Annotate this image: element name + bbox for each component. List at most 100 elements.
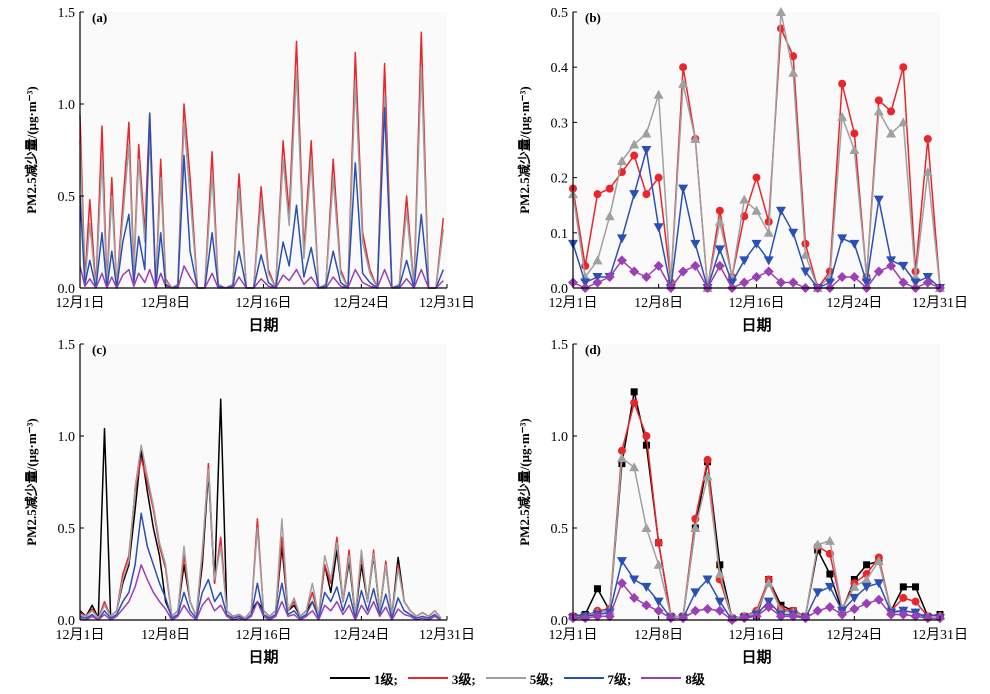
- x-tick-label: 12月16日: [236, 627, 292, 643]
- marker-7级-5: [616, 234, 627, 244]
- marker-5级-6: [629, 139, 640, 149]
- marker-8级-9: [665, 613, 676, 624]
- marker-8级-18: [775, 277, 786, 288]
- marker-3级-6: [630, 151, 639, 160]
- marker-7级-24: [849, 593, 860, 603]
- marker-8级-27: [886, 260, 897, 271]
- marker-5级-5: [616, 453, 627, 463]
- marker-1级-13: [716, 561, 724, 569]
- legend-item-7: 7级;: [563, 669, 632, 688]
- marker-5级-17: [763, 578, 774, 588]
- marker-5级-15: [739, 194, 750, 204]
- marker-7级-25: [861, 278, 872, 288]
- panel-1: 0.0 0.5 1.0 1.5 12月1日 12月8日 12月16日 12月24日 12月31日…: [24, 6, 475, 334]
- marker-3级-7: [642, 190, 651, 199]
- marker-5级-10: [678, 78, 689, 88]
- marker-8级-18: [775, 611, 786, 622]
- marker-5级-22: [824, 535, 835, 545]
- marker-8级-15: [739, 613, 750, 624]
- marker-8级-23: [837, 271, 848, 282]
- marker-8级-4: [604, 611, 615, 622]
- legend-swatch-8: [641, 677, 682, 679]
- marker-7级-10: [678, 184, 689, 194]
- y-tick-label: 0.5: [551, 6, 569, 21]
- marker-5级-26: [873, 556, 884, 566]
- marker-8级-22: [824, 602, 835, 613]
- marker-8级-19: [788, 611, 799, 622]
- marker-7级-17: [763, 256, 774, 266]
- marker-8级-5: [616, 578, 627, 589]
- legend-swatch-7: [563, 677, 604, 679]
- marker-7级-12: [702, 575, 713, 585]
- x-tick-label: 12月24日: [826, 295, 882, 311]
- marker-8级-30: [922, 277, 933, 288]
- marker-8级-24: [849, 603, 860, 614]
- x-tick-label: 12月31日: [912, 295, 968, 311]
- marker-8级-5: [616, 255, 627, 266]
- marker-7级-15: [739, 256, 750, 266]
- marker-3级-30: [923, 134, 932, 143]
- marker-5级-13: [714, 216, 725, 226]
- marker-5级-23: [837, 111, 848, 121]
- y-axis-label: PM2.5减少量/(μg·m⁻³): [24, 86, 39, 214]
- marker-3级-13: [715, 206, 724, 215]
- marker-7级-20: [800, 267, 811, 277]
- marker-3级-6: [630, 398, 639, 407]
- marker-8级-3: [592, 277, 603, 288]
- y-tick-label: 1.0: [58, 430, 76, 445]
- x-tick-label: 12月24日: [333, 627, 389, 643]
- marker-7级-13: [714, 245, 725, 255]
- marker-7级-23: [837, 234, 848, 244]
- x-tick-label: 12月1日: [56, 295, 105, 311]
- x-tick-label: 12月8日: [634, 295, 683, 311]
- marker-3级-8: [654, 538, 663, 547]
- marker-7级-26: [873, 579, 884, 589]
- marker-5级-8: [653, 89, 664, 99]
- marker-3级-10: [679, 63, 688, 72]
- plot-area: [80, 344, 447, 620]
- marker-5级-19: [788, 67, 799, 77]
- marker-3级-19: [789, 52, 798, 61]
- legend-label-7: 7级;: [607, 671, 632, 687]
- series-line-7级: [79, 512, 442, 621]
- marker-8级-6: [629, 266, 640, 277]
- marker-8级-10: [678, 266, 689, 277]
- marker-7级-8: [653, 597, 664, 607]
- marker-1级-25: [863, 561, 871, 569]
- marker-3级-5: [617, 446, 626, 455]
- legend-swatch-1: [330, 677, 370, 679]
- marker-7级-13: [714, 597, 725, 607]
- y-tick-label: 0.0: [58, 614, 76, 629]
- marker-8级-23: [837, 609, 848, 620]
- x-axis-label: 日期: [248, 648, 278, 666]
- marker-7级-24: [849, 239, 860, 249]
- marker-8级-7: [641, 271, 652, 282]
- marker-8级-3: [592, 611, 603, 622]
- marker-8级-2: [580, 613, 591, 624]
- marker-8级-17: [763, 602, 774, 613]
- legend-label-8: 8级: [685, 671, 705, 687]
- y-tick-label: 1.5: [58, 6, 76, 21]
- marker-8级-11: [690, 605, 701, 616]
- marker-7级-29: [910, 278, 921, 288]
- marker-8级-11: [690, 260, 701, 271]
- marker-3级-16: [752, 173, 761, 182]
- y-tick-label: 0.0: [551, 282, 569, 297]
- x-tick-label: 12月8日: [141, 627, 190, 643]
- marker-8级-4: [604, 271, 615, 282]
- marker-7级-2: [580, 278, 591, 288]
- marker-1级-28: [899, 583, 907, 591]
- legend-item-5: 5级;: [485, 669, 554, 688]
- marker-8级-15: [739, 277, 750, 288]
- marker-8级-21: [812, 605, 823, 616]
- marker-5级-3: [592, 255, 603, 265]
- y-tick-label: 0.4: [551, 61, 569, 76]
- x-tick-label: 12月31日: [419, 627, 475, 643]
- marker-7级-21: [812, 588, 823, 598]
- marker-8级-7: [641, 600, 652, 611]
- y-tick-label: 0.5: [551, 522, 569, 537]
- marker-5级-5: [616, 156, 627, 166]
- y-axis-label: PM2.5减少量/(μg·m⁻³): [517, 86, 532, 214]
- marker-3级-18: [776, 24, 785, 33]
